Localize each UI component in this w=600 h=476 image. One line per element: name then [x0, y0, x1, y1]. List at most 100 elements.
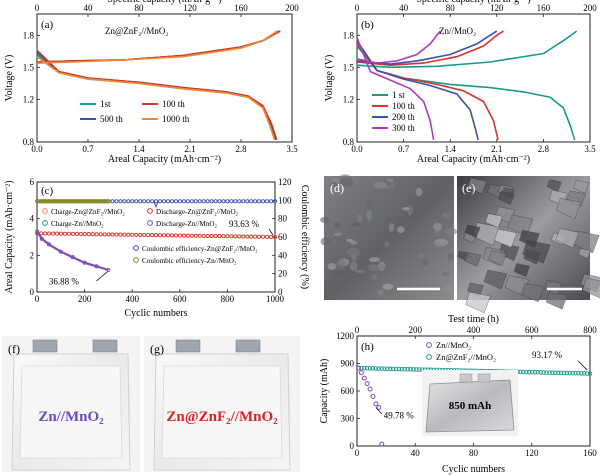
data-point — [51, 231, 56, 236]
data-point — [245, 234, 250, 239]
sem-grain — [407, 205, 413, 216]
legend-label: 100 th — [162, 99, 185, 109]
inset-tab — [459, 373, 473, 383]
sem-grain — [351, 222, 361, 228]
legend-label: 1000 th — [162, 114, 190, 124]
data-point — [78, 231, 83, 237]
data-point — [587, 371, 593, 376]
data-point — [70, 255, 75, 260]
data-point — [541, 370, 546, 375]
data-point — [70, 231, 75, 236]
x-tick-label: 0.0 — [351, 144, 363, 154]
data-point — [229, 199, 234, 204]
data-point — [376, 405, 382, 410]
data-point — [173, 233, 178, 238]
data-point — [142, 199, 147, 204]
data-point — [373, 366, 379, 371]
x2-tick-label: 120 — [490, 3, 504, 13]
legend-marker — [133, 257, 139, 263]
data-point — [364, 381, 370, 387]
sem-grain — [377, 289, 384, 296]
x2-tick-label: 80 — [135, 3, 145, 13]
annotation-arrow — [268, 228, 274, 236]
data-point — [201, 233, 206, 238]
data-point — [253, 234, 258, 239]
sem-grain — [373, 181, 388, 189]
data-point — [58, 249, 63, 254]
data-point — [237, 199, 242, 204]
data-point — [154, 199, 159, 204]
y-axis-label: Areal Capacity (mAh·cm⁻²) — [4, 180, 15, 293]
data-point — [74, 231, 79, 236]
x-tick-label: 2.1 — [491, 144, 502, 154]
y-tick-label: 1.2 — [23, 94, 34, 104]
x2-tick-label: 800 — [583, 325, 597, 335]
data-point — [205, 199, 210, 204]
discharge-curve-300th — [356, 37, 435, 141]
panel-title: Zn//MnO₂ — [439, 26, 476, 36]
data-point — [257, 199, 262, 204]
sem-flake — [522, 240, 551, 264]
data-point — [359, 365, 364, 371]
data-point — [411, 367, 416, 372]
y-tick-label: 4 — [30, 214, 35, 224]
data-point — [177, 233, 182, 238]
plot-frame — [356, 13, 591, 143]
data-point — [134, 232, 139, 237]
data-point — [185, 233, 190, 238]
data-point — [98, 232, 103, 237]
discharge-curve-1st — [36, 53, 277, 141]
data-point — [154, 233, 159, 238]
panel-e-sem-image: (e) — [457, 176, 600, 314]
data-point — [535, 370, 541, 375]
x-tick-label: 200 — [78, 294, 92, 304]
data-point — [209, 233, 214, 239]
sem-grain — [346, 247, 360, 258]
data-point — [94, 264, 99, 269]
sem-grain — [433, 229, 441, 238]
x-tick-label: 400 — [125, 294, 139, 304]
sem-grain — [368, 264, 381, 271]
data-point — [106, 267, 111, 273]
data-point — [361, 365, 367, 371]
legend-label: 1st — [100, 99, 111, 109]
panel-b-chart: 0.0 0.7 1.4 2.1 2.8 3.5 0 40 80 120 160 200 0.8 1.2 1.… — [324, 0, 597, 165]
x-tick-label: 800 — [221, 294, 235, 304]
x2-tick-label: 120 — [183, 3, 197, 13]
y-tick-label: 0.8 — [343, 137, 355, 147]
x2-tick-label: 200 — [409, 325, 423, 335]
data-point — [272, 199, 278, 204]
data-point — [379, 441, 385, 447]
sem-grain — [350, 261, 358, 271]
x2-tick-label: 160 — [537, 3, 551, 13]
legend-label: Charge-Zn@ZnF₂//MnO₂ — [51, 208, 125, 216]
y-tick-label: 1.2 — [343, 94, 354, 104]
data-point — [547, 370, 552, 375]
annotation-arrow — [577, 360, 588, 371]
x2-tick-label: 0 — [355, 3, 360, 13]
data-point — [122, 232, 127, 237]
data-point — [47, 231, 52, 236]
data-point — [570, 370, 575, 376]
zn-capacity-curve — [36, 230, 109, 272]
data-point — [249, 234, 254, 239]
sem-flake — [555, 197, 582, 220]
data-point — [408, 367, 413, 372]
data-point — [373, 401, 379, 407]
y2-tick-label: 80 — [278, 214, 288, 224]
x-tick-label: 120 — [525, 448, 539, 458]
data-point — [370, 394, 376, 399]
data-point — [416, 367, 422, 372]
y-tick-label: 6 — [30, 177, 35, 187]
x-tick-label: 0.0 — [31, 144, 43, 154]
data-point — [532, 370, 538, 375]
sem-grain — [436, 243, 441, 248]
sem-flake — [464, 252, 482, 267]
data-point — [521, 369, 526, 375]
data-point — [150, 199, 155, 204]
data-point — [579, 371, 584, 376]
data-point — [573, 370, 578, 376]
x2-tick-label: 400 — [467, 325, 481, 335]
x2-tick-label: 200 — [285, 3, 299, 13]
charge-curve-200th — [356, 30, 498, 65]
